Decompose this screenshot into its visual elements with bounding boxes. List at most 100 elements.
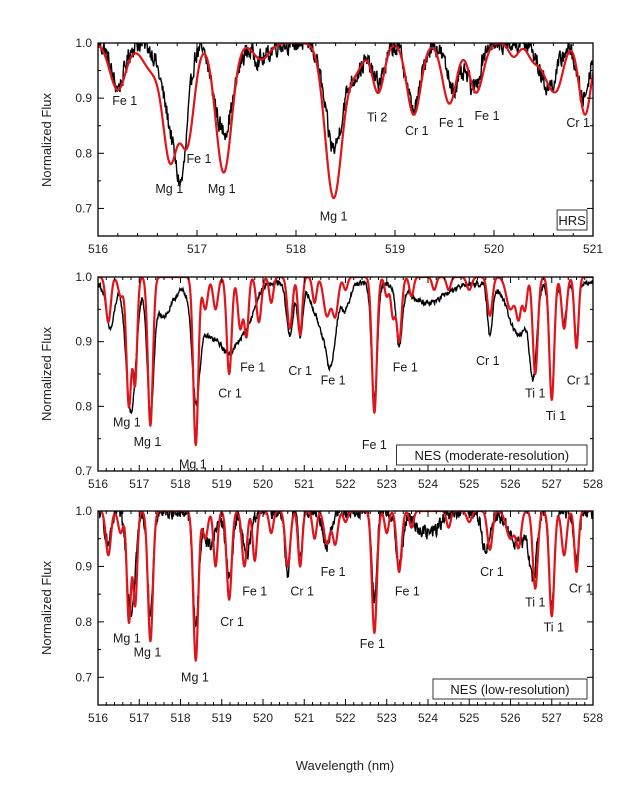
synthetic-spectrum-line <box>98 43 593 200</box>
y-tick-label: 0.8 <box>75 399 92 413</box>
line-annotation: Ti 1 <box>525 595 545 609</box>
line-annotation: Mg 1 <box>320 210 348 224</box>
line-annotation: Cr 1 <box>566 116 590 130</box>
y-tick-label: 0.9 <box>75 335 92 349</box>
line-annotation: Cr 1 <box>288 364 312 378</box>
line-annotation: Fe 1 <box>112 94 137 108</box>
panel-hrs: 516 517 518 519 520 521 0.7 0.8 0.9 1.0 Normalized… <box>39 36 603 256</box>
observed-spectrum-line <box>98 278 593 415</box>
y-tick-label: 0.7 <box>75 670 92 684</box>
line-annotation: Fe 1 <box>360 637 385 651</box>
badge-box <box>556 209 588 231</box>
y-axis-label: Normalized Flux <box>39 327 54 421</box>
plot-frame <box>97 42 594 237</box>
x-tick-label: 521 <box>294 477 314 491</box>
badge-label: NES (moderate-resolution) <box>414 448 569 463</box>
x-tick-label: 518 <box>286 242 306 256</box>
y-tick-label: 0.9 <box>75 91 92 105</box>
x-tick-label: 521 <box>294 711 314 725</box>
x-tick-label: 527 <box>542 711 562 725</box>
line-annotation: Fe 1 <box>321 373 346 387</box>
line-annotation: Fe 1 <box>395 584 420 598</box>
line-annotation: Ti 1 <box>546 409 566 423</box>
synthetic-spectrum-line <box>98 277 593 447</box>
y-axis-label: Normalized Flux <box>39 561 54 655</box>
panel-nes-moderate: 516 517 518 519 520 521 522 523 524 525 526 527 528 0… <box>39 270 603 491</box>
line-annotation: Fe 1 <box>393 361 418 375</box>
line-annotation: Cr 1 <box>290 584 314 598</box>
y-tick-label: 1.0 <box>75 504 92 518</box>
x-tick-label: 516 <box>88 711 108 725</box>
x-tick-label: 526 <box>500 711 520 725</box>
badge-label: HRS <box>558 213 586 228</box>
instrument-badge: NES (low-resolution) <box>432 678 588 700</box>
line-annotation: Fe 1 <box>242 584 267 598</box>
x-axis-label: Wavelength (nm) <box>296 758 395 773</box>
line-annotation: Cr 1 <box>218 386 242 400</box>
x-tick-label: 522 <box>335 477 355 491</box>
x-tick-label: 517 <box>187 242 207 256</box>
line-annotation: Fe 1 <box>362 438 387 452</box>
badge-label: NES (low-resolution) <box>450 682 569 697</box>
x-tick-label: 516 <box>88 477 108 491</box>
x-tick-label: 519 <box>212 477 232 491</box>
line-annotation: Fe 1 <box>475 109 500 123</box>
line-annotation: Ti 2 <box>367 110 387 124</box>
x-tick-label: 520 <box>253 477 273 491</box>
line-annotation: Ti 1 <box>525 386 545 400</box>
line-annotation: Fe 1 <box>321 565 346 579</box>
line-annotation: Cr 1 <box>220 615 244 629</box>
x-tick-label: 519 <box>385 242 405 256</box>
line-annotation: Cr 1 <box>569 582 593 596</box>
line-annotation: Mg 1 <box>113 631 141 645</box>
line-annotation: Mg 1 <box>208 182 236 196</box>
instrument-badge: NES (moderate-resolution) <box>396 444 588 466</box>
x-tick-label: 527 <box>542 477 562 491</box>
observed-spectrum-line <box>98 43 593 187</box>
x-tick-label: 525 <box>459 711 479 725</box>
y-tick-label: 0.9 <box>75 559 92 573</box>
x-tick-label: 528 <box>583 711 603 725</box>
line-annotation: Mg 1 <box>113 416 141 430</box>
x-tick-label: 524 <box>418 711 438 725</box>
line-annotation: Mg 1 <box>155 182 183 196</box>
x-tick-label: 528 <box>583 477 603 491</box>
x-tick-label: 519 <box>212 711 232 725</box>
line-annotation: Fe 1 <box>439 116 464 130</box>
x-tick-label: 518 <box>170 711 190 725</box>
y-tick-label: 0.7 <box>75 464 92 478</box>
x-tick-label: 523 <box>377 477 397 491</box>
x-tick-label: 516 <box>88 242 108 256</box>
x-tick-label: 517 <box>129 711 149 725</box>
y-tick-label: 0.8 <box>75 146 92 160</box>
y-tick-label: 1.0 <box>75 36 92 50</box>
x-tick-label: 524 <box>418 477 438 491</box>
instrument-badge: HRS <box>556 209 588 231</box>
line-annotation: Cr 1 <box>405 124 429 138</box>
x-tick-label: 521 <box>583 242 603 256</box>
x-tick-label: 522 <box>335 711 355 725</box>
badge-box <box>396 444 588 466</box>
synthetic-spectrum-line <box>98 511 593 662</box>
line-annotation: Cr 1 <box>480 565 504 579</box>
x-tick-label: 520 <box>484 242 504 256</box>
x-tick-label: 526 <box>500 477 520 491</box>
x-tick-label: 520 <box>253 711 273 725</box>
x-tick-label: 518 <box>170 477 190 491</box>
line-annotation: Mg 1 <box>134 645 162 659</box>
y-tick-label: 0.8 <box>75 615 92 629</box>
badge-box <box>432 678 588 700</box>
line-annotation: Fe 1 <box>240 361 265 375</box>
x-tick-label: 525 <box>459 477 479 491</box>
y-axis-label: Normalized Flux <box>39 93 54 187</box>
line-annotation: Ti 1 <box>544 620 564 634</box>
x-tick-label: 523 <box>377 711 397 725</box>
line-annotation: Cr 1 <box>476 354 500 368</box>
line-annotation: Cr 1 <box>567 373 591 387</box>
line-annotation: Fe 1 <box>186 152 211 166</box>
y-tick-label: 1.0 <box>75 270 92 284</box>
panel-nes-low: 516 517 518 519 520 521 522 523 524 525 526 527 528 0… <box>39 504 603 725</box>
x-tick-label: 517 <box>129 477 149 491</box>
line-annotation: Mg 1 <box>181 670 209 684</box>
